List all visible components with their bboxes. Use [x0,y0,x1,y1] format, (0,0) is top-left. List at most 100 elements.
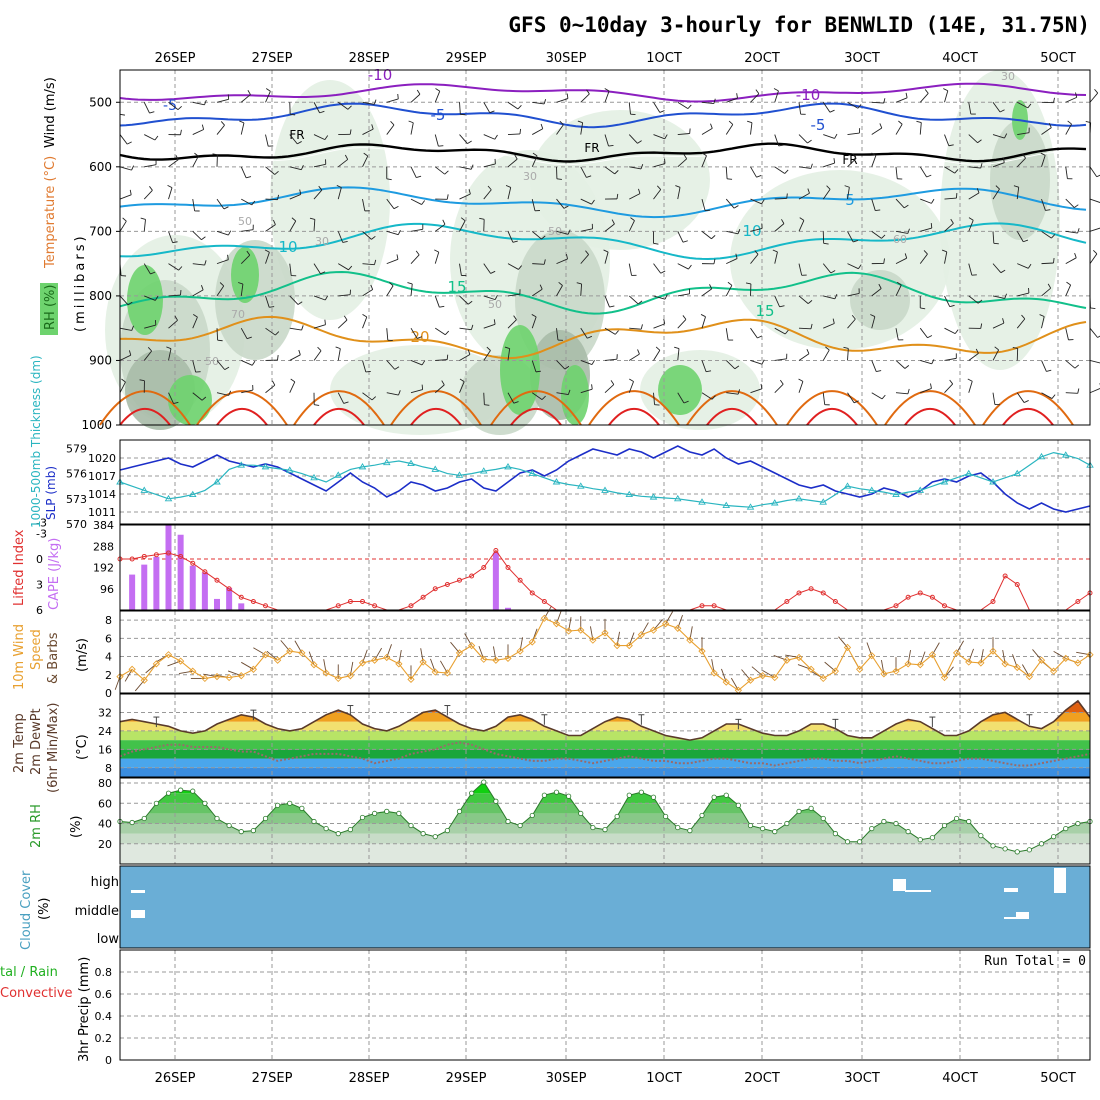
wind-barb [119,295,129,306]
thickness-marker [407,459,415,466]
lifted-index-marker [432,586,438,592]
wind-barb-flag [683,400,689,404]
wind-barb [265,252,270,264]
wind-barb-flag [1066,281,1071,286]
wind-barb [919,327,928,339]
thickness-tick-label: 579 [66,442,87,455]
wind-barb [968,353,979,361]
wind-barb [386,98,399,103]
wind-barb-flag [389,282,394,287]
wind-barb [240,94,251,103]
wind-barb-flag [604,88,610,92]
rh2m-marker [238,829,244,835]
wind-barb-flag [201,396,207,401]
wind-barb [604,327,616,335]
wind-speed-marker [637,631,646,639]
wind-barb-flag [688,264,692,270]
wind-barb-flag [591,384,593,390]
rh2m-marker [141,815,147,822]
precip-tick-label: 0 [105,1054,112,1067]
rh2m-marker [372,810,378,817]
wind-barb [143,263,151,275]
wind-barb-flag [484,404,490,406]
wind-speed-marker [528,638,536,646]
wind-barb [531,231,542,240]
wind-speed-marker [843,643,852,652]
wind-barb-flag [609,305,615,308]
wind-barb [920,360,932,365]
wind-barb [774,198,787,200]
wind-barb [216,98,229,103]
wind-barb [580,228,593,232]
contour-label: -10 [796,86,821,104]
wind-barb-flag [140,217,146,220]
rh2m-marker [541,792,547,798]
date-label-bottom-2OCT: 2OCT [744,1071,780,1086]
wind-barb [1065,328,1069,340]
wind-speed-marker [261,651,270,659]
wind-barb-flag [903,204,909,209]
wind-barb [628,102,631,115]
wind-barb-flag [1002,157,1005,163]
wind-speed-marker [370,656,379,664]
contour-25 [982,390,1074,426]
wind-barb-flag [494,134,498,140]
rh2m-marker [129,819,135,826]
wind-barb-flag [1090,307,1096,310]
wind-barb-flag [314,404,320,406]
cloud-level-label-high: high [91,875,119,890]
lifted-index-marker [832,599,838,604]
wind-barb [919,93,929,103]
wind-barb-flag [757,335,763,339]
wind-barb [313,324,326,329]
wind-barb-flag [931,198,935,204]
wind-barb-flag [336,184,342,188]
rh-shading [530,110,710,250]
wind-barb-flag [417,336,423,339]
wind-barb [701,231,712,240]
wind-barb [1041,127,1052,135]
wind-barb-flag [192,314,198,318]
wind-barb-flag [390,121,395,126]
rh-shading [231,247,259,303]
lifted-index-marker [444,582,450,587]
wind-legend: Wind (m/s) [43,77,58,148]
wind-barb [337,187,342,200]
wind-barb-flag [371,235,376,240]
wind-barb-flag [733,205,739,209]
wind-barb [1089,253,1098,264]
wind-barb [701,127,713,135]
cloud-panel-frame [119,865,1091,949]
wind-speed-marker [358,659,367,667]
wind-barb [919,166,927,178]
wind-barb-flag [608,144,614,147]
wind-barb [144,324,156,329]
wind-barb-flag [736,93,738,99]
wind-speed-marker [140,676,148,684]
wind-barb-flag [832,318,835,324]
wind-barb-flag [772,249,778,253]
rh2m-marker [772,829,778,835]
wind-speed-marker [516,647,524,655]
wind-barb-flag [587,335,593,339]
wind-barb-flag [664,294,668,300]
cape-bar [238,603,245,610]
wind-barb [725,360,736,370]
wind-barb [701,101,714,104]
wind-barb-flag [781,219,785,224]
thickness-line [119,451,1091,508]
wind-barb-flag [371,396,377,401]
wind-barb-flag [277,194,280,200]
lifted-index-marker [942,603,947,609]
thickness-marker [358,463,367,470]
thickness-marker [649,493,658,500]
rh2m-marker [917,837,923,843]
wind-tick-label: 8 [105,614,112,627]
wind-barb [265,295,270,308]
wind-speed-marker [407,675,415,683]
contour-label: -5 [431,106,446,124]
cape-panel-frame [119,524,1091,611]
wind-barb-flag [470,324,474,330]
rh2m-marker [505,818,511,825]
wind-barb [434,166,445,175]
